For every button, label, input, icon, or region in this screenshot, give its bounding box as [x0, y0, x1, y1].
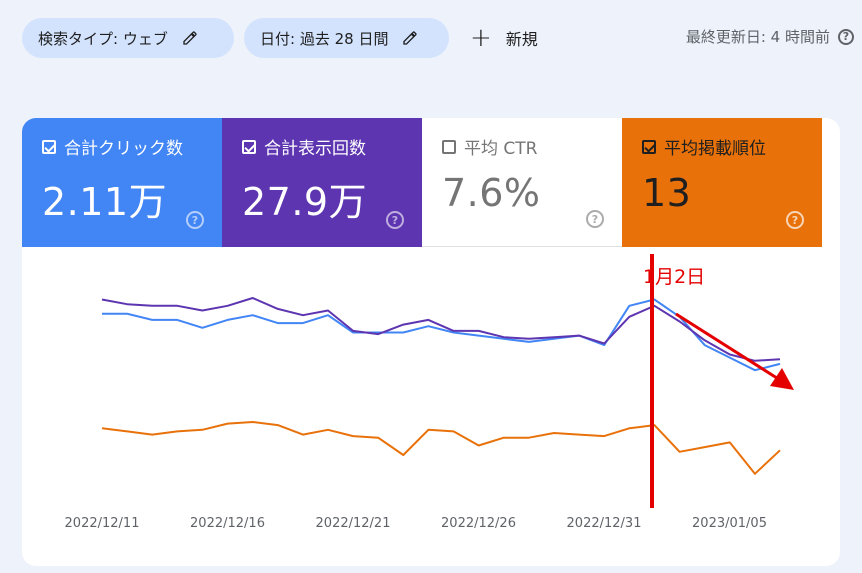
checkbox-icon[interactable]: [642, 139, 656, 154]
metric-label-row: 合計クリック数: [42, 134, 202, 159]
x-tick-label: 2022/12/11: [65, 516, 140, 531]
checkbox-icon[interactable]: [42, 139, 56, 154]
metric-value: 27.9万: [242, 180, 368, 224]
annotation-arrow: [675, 312, 781, 382]
x-tick-label: 2022/12/21: [316, 516, 391, 531]
x-tick-label: 2022/12/16: [190, 516, 265, 531]
help-icon[interactable]: ?: [838, 28, 854, 45]
metric-value: 13: [642, 171, 692, 215]
series-line-1: [101, 297, 781, 362]
metric-label: 平均掲載順位: [664, 139, 766, 159]
annotation-arrowhead: [770, 368, 794, 390]
checkbox-icon[interactable]: [242, 139, 256, 154]
last-updated-label: 最終更新日: 4 時間前: [685, 28, 830, 46]
annotation-label: 1月2日: [643, 266, 706, 288]
x-tick-label: 2022/12/26: [441, 516, 516, 531]
series-line-0: [102, 298, 781, 372]
edit-pencil-icon[interactable]: [402, 30, 418, 46]
new-filter-button[interactable]: + 新規: [470, 18, 538, 58]
metric-value: 7.6%: [442, 171, 541, 215]
metric-value: 2.11万: [42, 180, 168, 224]
search-type-filter-chip[interactable]: 検索タイプ: ウェブ: [22, 18, 234, 58]
help-icon[interactable]: ?: [386, 211, 404, 229]
series-line-2: [101, 421, 781, 475]
metric-label-row: 合計表示回数: [242, 134, 402, 159]
help-icon[interactable]: ?: [586, 210, 604, 228]
metric-card-position[interactable]: 平均掲載順位 13 ?: [622, 118, 822, 247]
plus-icon: +: [470, 23, 492, 53]
metric-label-row: 平均 CTR: [442, 134, 602, 159]
metric-label: 合計クリック数: [64, 139, 183, 159]
x-tick-label: 2023/01/05: [692, 516, 767, 531]
checkbox-icon[interactable]: [442, 139, 456, 154]
performance-chart-card: 合計クリック数 2.11万 ? 合計表示回数 27.9万 ? 平均 CTR 7.…: [22, 118, 840, 566]
new-filter-label: 新規: [505, 30, 538, 49]
metric-label-row: 平均掲載順位: [642, 134, 802, 159]
metric-card-ctr[interactable]: 平均 CTR 7.6% ?: [422, 118, 622, 247]
performance-line-chart: 2022/12/11 2022/12/16 2022/12/21 2022/12/26…: [65, 254, 794, 531]
metric-label: 平均 CTR: [464, 139, 538, 159]
metric-label: 合計表示回数: [264, 139, 366, 159]
edit-pencil-icon[interactable]: [182, 30, 198, 46]
date-filter-chip[interactable]: 日付: 過去 28 日間: [244, 18, 449, 58]
date-filter-label: 日付: 過去 28 日間: [260, 29, 389, 48]
help-icon[interactable]: ?: [786, 211, 804, 229]
last-updated: 最終更新日: 4 時間前 ?: [686, 26, 854, 47]
filter-bar: 検索タイプ: ウェブ 日付: 過去 28 日間 + 新規 最終更新日: 4 時間…: [0, 0, 862, 80]
x-tick-label: 2022/12/31: [567, 516, 642, 531]
metric-card-impressions[interactable]: 合計表示回数 27.9万 ?: [222, 118, 422, 247]
help-icon[interactable]: ?: [186, 211, 204, 229]
metric-card-clicks[interactable]: 合計クリック数 2.11万 ?: [22, 118, 222, 247]
search-type-filter-label: 検索タイプ: ウェブ: [38, 29, 168, 48]
